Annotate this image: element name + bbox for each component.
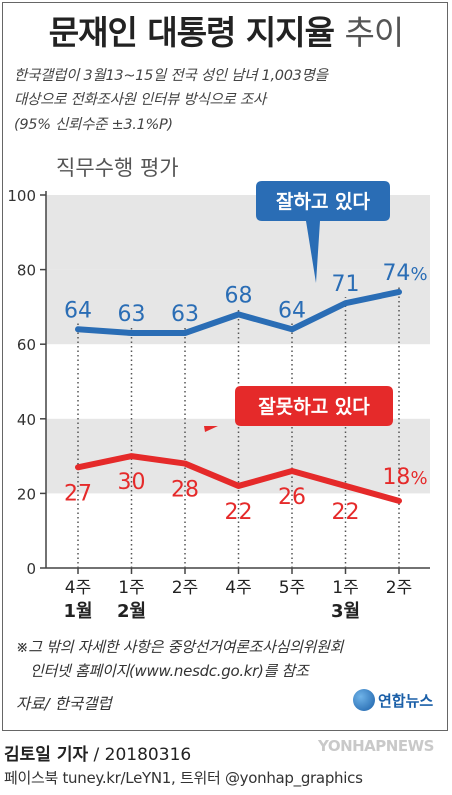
legend-callout-label: 잘하고 있다 (276, 191, 371, 213)
reporter-name: 김토일 기자 (4, 745, 89, 765)
graphic-frame (2, 2, 448, 731)
x-tick-label: 4주 (65, 578, 91, 598)
note-line-1: ※그 밖의 자세한 사항은 중앙선거여론조사심의위원회 (16, 638, 344, 656)
month-label: 3월 (331, 601, 360, 622)
publish-date: 20180316 (104, 745, 192, 765)
title-sub: 추이 (344, 13, 404, 52)
x-tick-label: 2주 (172, 578, 198, 598)
x-tick-label: 1주 (332, 578, 358, 598)
percent-suffix: % (410, 264, 427, 285)
page-title: 문재인 대통령 지지율 추이 (0, 6, 452, 54)
description-line-2: 대상으로 전화조사원 인터뷰 방식으로 조사 (14, 92, 266, 108)
chart-title: 직무수행 평가 (56, 156, 179, 180)
data-label: 68 (225, 283, 253, 308)
description-line-3: (95% 신뢰수준 ±3.1%P) (14, 117, 173, 133)
data-label-value: 18 (382, 465, 410, 490)
data-label: 18% (382, 465, 427, 490)
source-text: 자료/ 한국갤럽 (16, 695, 112, 713)
month-label: 1월 (63, 601, 92, 622)
y-tick-label: 100 (7, 187, 36, 205)
data-label-value: 28 (171, 478, 199, 503)
grid-band (46, 418, 430, 494)
data-label: 26 (278, 485, 306, 510)
x-tick-label: 5주 (279, 578, 305, 598)
data-label-value: 27 (64, 481, 92, 506)
series-line-0 (75, 288, 402, 337)
y-tick-label: 40 (17, 411, 36, 429)
approval-line-chart: 0 20 40 60 80 100 4주 1주 2주 4주 5주 1주 2주 1월 2월 3월 64 63 63 68… (7, 181, 430, 622)
percent-suffix: % (410, 468, 427, 489)
note-line-2: 인터넷 홈페이지(www.nesdc.go.kr)를 참조 (30, 662, 309, 680)
data-label-value: 64 (278, 298, 306, 323)
x-tick-label: 1주 (118, 578, 144, 598)
data-label: 27 (64, 481, 92, 506)
x-tick-label: 2주 (386, 578, 412, 598)
yonhap-logo: 연합뉴스 (353, 688, 437, 714)
legend-callout-label: 잘못하고 있다 (258, 396, 370, 418)
data-label-value: 30 (118, 470, 146, 495)
data-label-value: 74 (382, 261, 410, 286)
legend-callout-bubble (204, 386, 393, 432)
legend-callout-bubble (256, 181, 390, 283)
data-label-value: 22 (225, 500, 253, 525)
y-tick-label: 60 (17, 336, 36, 354)
yonhap-logo-text: 연합뉴스 (378, 692, 434, 710)
data-label: 63 (171, 302, 199, 327)
yonhap-logo-mark-icon (353, 689, 375, 711)
data-label: 74% (382, 261, 427, 286)
data-label-value: 63 (118, 302, 146, 327)
x-tick-label: 4주 (225, 578, 251, 598)
y-tick-label: 20 (17, 485, 36, 503)
description-line-1: 한국갤럽이 3월13~15일 전국 성인 남녀 1,003명을 (14, 68, 328, 84)
title-main: 문재인 대통령 지지율 (48, 13, 335, 52)
y-tick-label: 80 (17, 262, 36, 280)
data-label: 63 (118, 302, 146, 327)
y-tick-label: 0 (26, 560, 36, 578)
data-label-value: 26 (278, 485, 306, 510)
data-label: 22 (225, 500, 253, 525)
data-label: 71 (332, 272, 360, 297)
data-label: 28 (171, 478, 199, 503)
data-label-value: 64 (64, 298, 92, 323)
data-label-value: 63 (171, 302, 199, 327)
month-label: 2월 (117, 601, 146, 622)
series-line-1 (75, 453, 402, 504)
data-label-value: 68 (225, 283, 253, 308)
watermark: YONHAPNEWS (318, 737, 434, 755)
data-label-value: 71 (332, 272, 360, 297)
sns-links: 페이스북 tuney.kr/LeYN1, 트위터 @yonhap_graphic… (4, 769, 363, 787)
data-label: 22 (332, 500, 360, 525)
data-label-value: 22 (332, 500, 360, 525)
data-label: 64 (64, 298, 92, 323)
reporter-credit: 김토일 기자 / 20180316 (4, 745, 192, 765)
data-label: 30 (118, 470, 146, 495)
data-label: 64 (278, 298, 306, 323)
